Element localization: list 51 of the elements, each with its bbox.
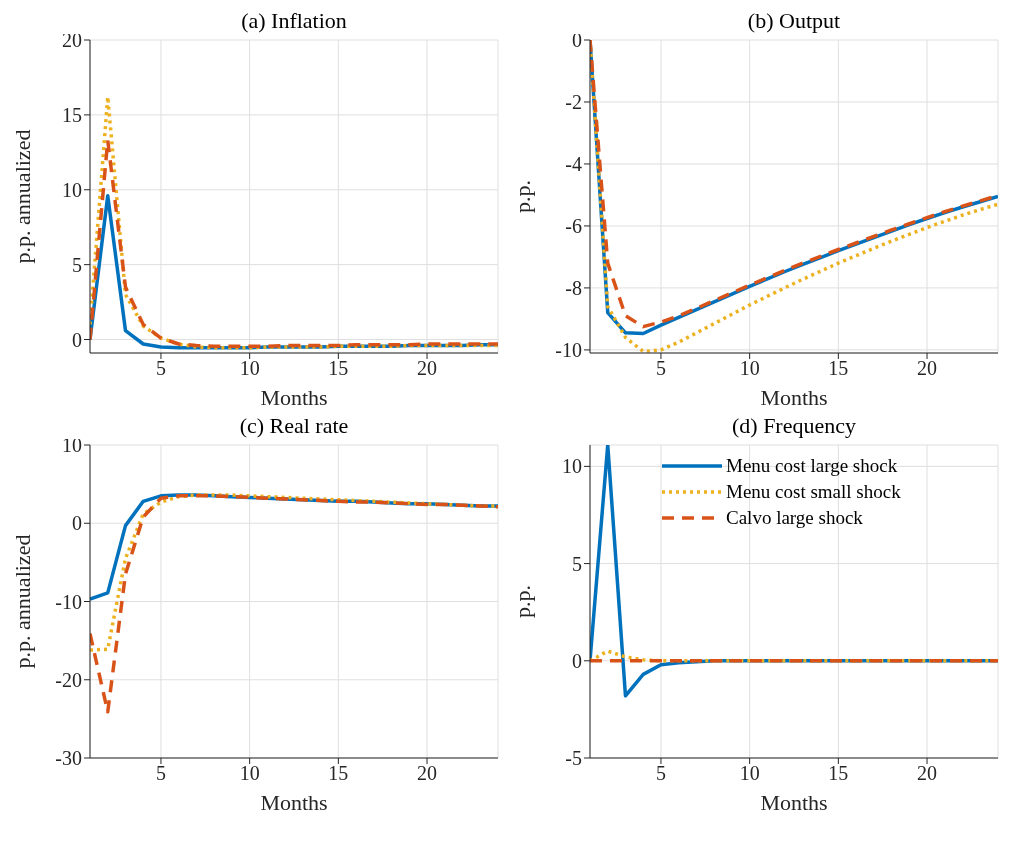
- chart-title: (d) Frequency: [731, 413, 857, 439]
- x-axis-title: Months: [260, 790, 328, 815]
- x-tick-label: 20: [917, 357, 938, 380]
- y-tick-label: -10: [55, 590, 82, 613]
- y-tick-label: -10: [555, 339, 582, 361]
- x-tick-label: 20: [417, 357, 438, 380]
- y-tick-label: 20: [62, 29, 82, 52]
- y-tick-label: 10: [62, 178, 82, 201]
- y-axis-title: p.p. annualized: [9, 129, 35, 264]
- x-tick-label: 15: [828, 762, 849, 785]
- y-tick-label: 0: [72, 512, 82, 535]
- y-axis-title: p.p. annualized: [9, 534, 35, 669]
- x-tick-label: 15: [328, 357, 349, 380]
- y-tick-label: 15: [62, 103, 82, 126]
- x-tick-label: 5: [155, 357, 166, 380]
- y-tick-label: -8: [565, 277, 582, 300]
- y-tick-label: 0: [572, 649, 582, 672]
- x-tick-label: 5: [155, 762, 166, 785]
- x-axis-title: Months: [760, 385, 828, 410]
- x-tick-label: 10: [739, 762, 760, 785]
- y-tick-label: 5: [572, 552, 582, 575]
- x-tick-label: 15: [328, 762, 349, 785]
- x-tick-label: 5: [655, 762, 666, 785]
- y-axis-title: p.p.: [509, 180, 535, 213]
- legend-label: Calvo large shock: [726, 506, 863, 530]
- chart-title: (b) Output: [746, 8, 842, 34]
- x-tick-label: 5: [655, 357, 666, 380]
- y-tick-label: -5: [565, 747, 582, 770]
- y-tick-label: 10: [62, 434, 82, 457]
- x-tick-label: 10: [739, 357, 760, 380]
- x-tick-label: 10: [239, 762, 260, 785]
- x-tick-label: 10: [239, 357, 260, 380]
- x-tick-label: 20: [917, 762, 938, 785]
- y-axis-title: p.p.: [509, 585, 535, 618]
- legend-label: Menu cost small shock: [726, 480, 901, 504]
- x-tick-label: 15: [828, 357, 849, 380]
- x-axis-title: Months: [260, 385, 328, 410]
- chart-title: (c) Real rate: [238, 413, 350, 439]
- y-tick-label: 0: [72, 328, 82, 351]
- y-tick-label: -20: [55, 668, 82, 691]
- x-tick-label: 20: [417, 762, 438, 785]
- y-tick-label: -4: [565, 153, 582, 176]
- chart-title: (a) Inflation: [240, 8, 348, 34]
- y-tick-label: -2: [565, 91, 582, 114]
- legend-label: Menu cost large shock: [726, 454, 898, 478]
- x-axis-title: Months: [760, 790, 828, 815]
- y-tick-label: 5: [72, 253, 82, 276]
- y-tick-label: 0: [572, 29, 582, 52]
- y-tick-label: 10: [562, 455, 582, 478]
- y-tick-label: -6: [565, 215, 582, 238]
- y-tick-label: -30: [55, 747, 82, 770]
